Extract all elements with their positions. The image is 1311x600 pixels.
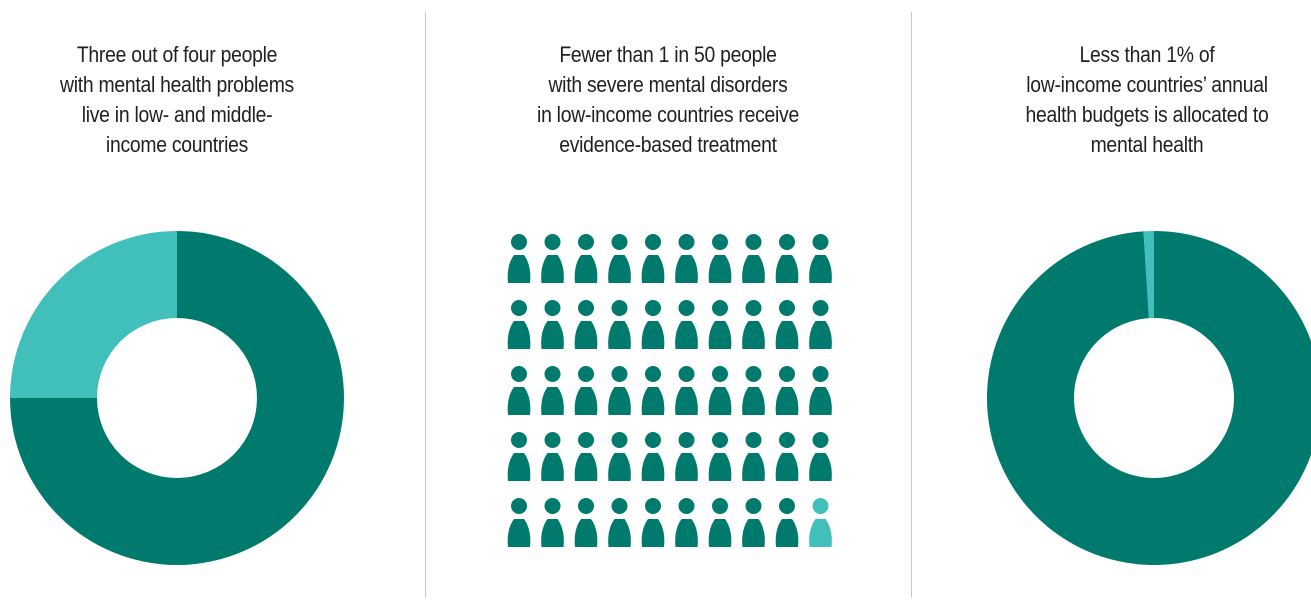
panel-2-caption-line-2: with severe mental disorders [548, 72, 788, 97]
person-icon [708, 366, 732, 415]
person-icon [541, 366, 564, 415]
person-icon [809, 498, 832, 547]
person-icon [775, 432, 799, 481]
panel-1-caption-line-3: live in low- and middle- [81, 102, 273, 127]
person-icon [507, 300, 531, 349]
panel-2-caption-line-4: evidence-based treatment [559, 132, 777, 157]
panel-3-caption: Less than 1% of low-income countries’ an… [984, 40, 1311, 160]
person-icon [708, 234, 732, 283]
donut-1-slice-2 [10, 231, 177, 398]
person-icon [809, 234, 832, 283]
panel-1-caption-line-1: Three out of four people [76, 42, 278, 67]
person-icon [742, 432, 765, 481]
panel-1-caption-line-4: income countries [105, 132, 249, 157]
person-icon [608, 366, 631, 415]
person-icon [809, 366, 832, 415]
panel-divider-2 [911, 12, 912, 598]
person-icon [507, 234, 531, 283]
panel-1-caption-line-2: with mental health problems [60, 72, 294, 97]
donut-2-slice-1 [987, 231, 1311, 565]
person-icon [775, 366, 799, 415]
person-icon [708, 300, 732, 349]
person-icon [641, 234, 665, 283]
person-icon [742, 234, 765, 283]
person-icon [775, 234, 799, 283]
person-icon [641, 432, 665, 481]
person-icon [675, 432, 698, 481]
panel-divider-1 [425, 12, 426, 598]
donut-chart-2 [987, 231, 1311, 565]
person-icon [742, 498, 765, 547]
panel-2-caption-line-1: Fewer than 1 in 50 people [559, 42, 777, 67]
person-icon [742, 300, 765, 349]
person-icon [608, 234, 631, 283]
donut-2-slice-2 [1143, 231, 1154, 319]
person-icon [675, 366, 698, 415]
panel-3-caption-line-1: Less than 1% of [1079, 42, 1215, 67]
person-icon [708, 432, 732, 481]
person-icon [608, 300, 631, 349]
person-icon [675, 234, 698, 283]
person-icon [675, 300, 698, 349]
panel-3-caption-line-4: mental health [1090, 132, 1204, 157]
person-icon [541, 234, 564, 283]
person-icon [641, 366, 665, 415]
person-icon [775, 300, 799, 349]
person-icon [507, 498, 531, 547]
person-icon [809, 300, 832, 349]
person-icon [641, 498, 665, 547]
person-pictogram [507, 234, 832, 547]
person-icon [574, 432, 598, 481]
person-icon [574, 498, 598, 547]
donut-1-slice-1 [10, 231, 344, 565]
person-icon [574, 300, 598, 349]
person-icon [574, 234, 598, 283]
person-icon [541, 300, 564, 349]
panel-3-caption-line-2: low-income countries’ annual [1026, 72, 1268, 97]
person-icon [507, 432, 531, 481]
person-icon [641, 300, 665, 349]
person-icon [809, 432, 832, 481]
donut-chart-1 [10, 231, 344, 565]
person-icon [675, 498, 698, 547]
panel-1-caption: Three out of four people with mental hea… [14, 40, 341, 160]
panel-3-caption-line-3: health budgets is allocated to [1025, 102, 1269, 127]
person-icon [574, 366, 598, 415]
person-icon [541, 432, 564, 481]
person-icon [608, 498, 631, 547]
person-icon [742, 366, 765, 415]
person-icon [775, 498, 799, 547]
person-icon [507, 366, 531, 415]
person-icon [541, 498, 564, 547]
panel-2-caption: Fewer than 1 in 50 people with severe me… [505, 40, 832, 160]
panel-2-caption-line-3: in low-income countries receive [537, 102, 799, 127]
person-icon [608, 432, 631, 481]
person-icon [708, 498, 732, 547]
